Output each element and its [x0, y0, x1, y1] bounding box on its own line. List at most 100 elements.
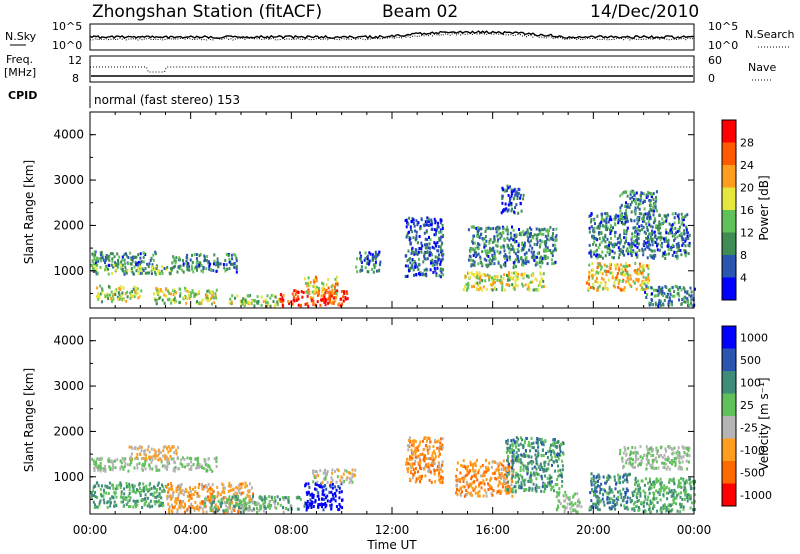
heatmap-cell — [539, 239, 542, 243]
heatmap-cell — [120, 461, 123, 465]
heatmap-cell — [476, 275, 479, 279]
heatmap-cell — [501, 288, 504, 292]
heatmap-cell — [168, 297, 171, 301]
heatmap-cell — [652, 254, 655, 258]
heatmap-cell — [213, 495, 216, 498]
heatmap-cell — [535, 278, 538, 282]
heatmap-cell — [649, 199, 652, 203]
heatmap-cell — [621, 217, 624, 221]
heatmap-cell — [519, 193, 522, 197]
heatmap-cell — [617, 495, 620, 499]
heatmap-cell — [597, 473, 600, 477]
heatmap-cell — [505, 283, 508, 287]
heatmap-cell — [305, 290, 308, 294]
heatmap-cell — [107, 500, 110, 504]
heatmap-cell — [513, 248, 516, 252]
heatmap-cell — [252, 507, 255, 511]
heatmap-cell — [594, 487, 596, 490]
heatmap-cell — [411, 465, 414, 469]
heatmap-cell — [527, 454, 530, 458]
heatmap-cell — [546, 237, 549, 241]
heatmap-cell — [325, 503, 328, 507]
heatmap-cell — [468, 276, 471, 279]
heatmap-cell — [513, 287, 516, 291]
heatmap-cell — [500, 211, 503, 215]
heatmap-cell — [535, 477, 538, 481]
heatmap-cell — [496, 244, 499, 248]
heatmap-cell — [363, 258, 366, 262]
colorbar-tick-label: 8 — [740, 249, 747, 262]
heatmap-cell — [243, 299, 245, 303]
heatmap-cell — [192, 487, 194, 491]
heatmap-cell — [627, 249, 629, 253]
heatmap-cell — [650, 303, 653, 306]
heatmap-cell — [661, 456, 664, 459]
heatmap-cell — [246, 484, 248, 488]
heatmap-cell — [220, 499, 223, 503]
heatmap-cell — [307, 284, 310, 288]
heatmap-cell — [619, 452, 621, 456]
heatmap-cell — [406, 467, 409, 471]
heatmap-cell — [207, 488, 210, 492]
heatmap-cell — [331, 493, 334, 497]
heatmap-cell — [473, 285, 475, 288]
heatmap-cell — [434, 480, 437, 484]
heatmap-cell — [235, 264, 238, 268]
heatmap-cell — [502, 244, 505, 248]
heatmap-cell — [614, 263, 617, 267]
heatmap-cell — [406, 470, 409, 474]
heatmap-cell — [119, 481, 122, 485]
heatmap-cell — [122, 457, 125, 461]
heatmap-cell — [642, 249, 645, 253]
heatmap-cell — [405, 218, 408, 222]
heatmap-cell — [491, 460, 494, 464]
heatmap-cell — [197, 460, 200, 464]
heatmap-cell — [629, 274, 632, 278]
heatmap-cell — [196, 300, 198, 304]
heatmap-cell — [304, 277, 306, 281]
heatmap-cell — [627, 242, 630, 246]
heatmap-cell — [523, 244, 526, 248]
heatmap-cell — [598, 485, 601, 488]
heatmap-cell — [139, 256, 142, 260]
heatmap-cell — [554, 235, 557, 239]
heatmap-cell — [190, 457, 193, 461]
heatmap-cell — [412, 261, 415, 265]
heatmap-cell — [153, 500, 156, 503]
heatmap-cell — [578, 500, 581, 504]
heatmap-cell — [614, 216, 617, 220]
heatmap-cell — [664, 447, 667, 451]
heatmap-cell — [418, 456, 421, 460]
heatmap-cell — [164, 466, 167, 470]
heatmap-cell — [229, 488, 232, 492]
heatmap-cell — [634, 212, 637, 216]
heatmap-cell — [473, 248, 476, 252]
heatmap-cell — [197, 290, 200, 294]
heatmap-cell — [644, 241, 647, 245]
heatmap-cell — [636, 222, 639, 226]
heatmap-cell — [169, 447, 172, 451]
heatmap-cell — [626, 489, 629, 493]
heatmap-cell — [642, 219, 644, 223]
heatmap-cell — [97, 468, 100, 472]
heatmap-cell — [433, 267, 436, 270]
heatmap-cell — [431, 245, 434, 249]
heatmap-cell — [530, 461, 533, 465]
heatmap-cell — [146, 496, 149, 500]
heatmap-cell — [223, 486, 226, 490]
heatmap-cell — [414, 455, 417, 459]
heatmap-cell — [529, 226, 531, 230]
heatmap-cell — [652, 231, 655, 235]
heatmap-cell — [685, 225, 688, 229]
heatmap-cell — [472, 241, 474, 245]
heatmap-cell — [421, 474, 423, 478]
heatmap-cell — [235, 259, 238, 263]
heatmap-cell — [298, 496, 301, 500]
heatmap-cell — [148, 463, 151, 467]
heatmap-cell — [554, 483, 557, 487]
heatmap-cell — [407, 444, 409, 448]
heatmap-cell — [481, 463, 484, 467]
heatmap-cell — [588, 243, 591, 247]
heatmap-cell — [297, 303, 300, 307]
heatmap-cell — [619, 194, 622, 198]
